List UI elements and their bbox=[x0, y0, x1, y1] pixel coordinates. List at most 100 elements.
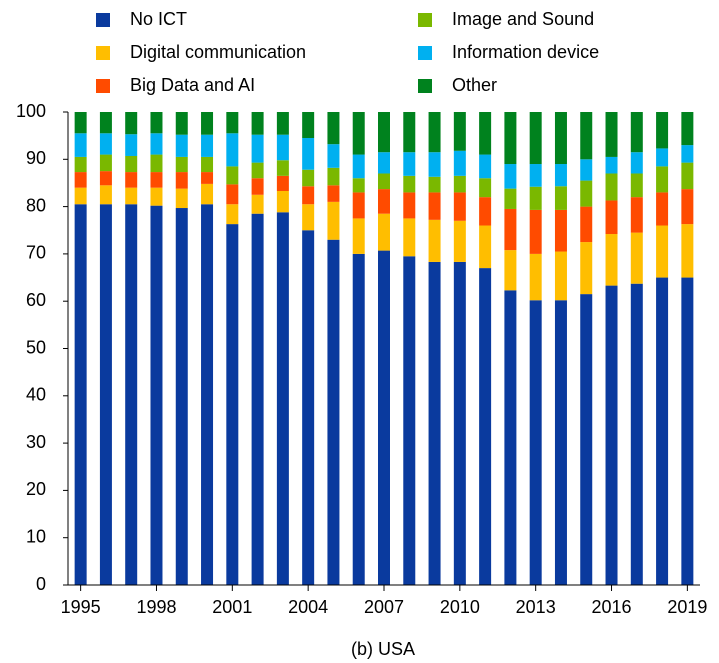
bar-segment bbox=[251, 194, 264, 214]
bar-segment bbox=[554, 300, 567, 585]
bar-segment bbox=[529, 300, 542, 585]
bar-segment bbox=[681, 112, 694, 146]
bar-segment bbox=[378, 152, 390, 174]
legend-label: Other bbox=[452, 75, 497, 95]
bar-segment bbox=[681, 277, 694, 585]
bar-segment bbox=[529, 253, 542, 301]
bar-segment bbox=[504, 208, 517, 251]
bar-segment bbox=[554, 186, 567, 210]
y-tick-label: 40 bbox=[26, 385, 46, 405]
bar-segment bbox=[529, 164, 542, 187]
bar-segment bbox=[201, 134, 214, 157]
bar-segment bbox=[378, 173, 390, 190]
bar-segment bbox=[302, 138, 315, 170]
bar-segment bbox=[201, 183, 214, 205]
bar-segment bbox=[74, 156, 87, 173]
bar-segment bbox=[226, 204, 239, 225]
bar-segment bbox=[352, 218, 365, 254]
chart-title: (b) USA bbox=[351, 639, 415, 659]
x-tick-label: 1998 bbox=[136, 597, 176, 617]
bar-segment bbox=[99, 112, 112, 134]
bar-segment bbox=[453, 150, 466, 176]
bar-segment bbox=[378, 112, 390, 153]
legend-swatch bbox=[96, 13, 110, 27]
bar-segment bbox=[125, 134, 138, 156]
bar-segment bbox=[175, 188, 188, 209]
bar-segment bbox=[99, 154, 112, 172]
bar-segment bbox=[125, 204, 138, 586]
bar-segment bbox=[479, 112, 492, 155]
bar-segment bbox=[479, 197, 492, 226]
bar-segment bbox=[580, 180, 593, 207]
bar-segment bbox=[605, 173, 618, 201]
bar-segment bbox=[175, 172, 188, 189]
bar-segment bbox=[656, 166, 669, 193]
bar-segment bbox=[605, 234, 618, 286]
bar-segment bbox=[605, 200, 618, 235]
bar-segment bbox=[554, 164, 567, 187]
bar-segment bbox=[403, 152, 416, 176]
y-tick-label: 0 bbox=[36, 574, 46, 594]
bar-segment bbox=[276, 160, 289, 176]
legend-label: Information device bbox=[452, 42, 599, 62]
bar-segment bbox=[201, 204, 214, 586]
bar-segment bbox=[453, 112, 466, 151]
bar-segment bbox=[656, 277, 669, 585]
bar-segment bbox=[630, 152, 643, 174]
bar-segment bbox=[150, 133, 163, 155]
bar-segment bbox=[125, 155, 138, 173]
bar-segment bbox=[630, 197, 643, 233]
bar-segment bbox=[175, 208, 188, 586]
bar-segment bbox=[504, 112, 517, 165]
bar-segment bbox=[302, 230, 315, 585]
bar-segment bbox=[529, 186, 542, 210]
bar-segment bbox=[74, 172, 87, 188]
bar-segment bbox=[226, 224, 239, 585]
bar-segment bbox=[150, 154, 163, 173]
bar-segment bbox=[656, 192, 669, 226]
bar-segment bbox=[99, 171, 112, 186]
bar-segment bbox=[352, 178, 365, 193]
y-tick-label: 80 bbox=[26, 195, 46, 215]
bar-segment bbox=[580, 294, 593, 585]
legend-swatch bbox=[96, 79, 110, 93]
y-tick-label: 30 bbox=[26, 432, 46, 452]
bar-segment bbox=[251, 178, 264, 195]
bar-segment bbox=[605, 285, 618, 585]
legend-label: Digital communication bbox=[130, 42, 306, 62]
bar-segment bbox=[656, 112, 669, 149]
bar-segment bbox=[276, 190, 289, 213]
bar-segment bbox=[226, 133, 239, 167]
y-tick-label: 20 bbox=[26, 479, 46, 499]
y-tick-label: 90 bbox=[26, 148, 46, 168]
bar-segment bbox=[302, 186, 315, 205]
bar-segment bbox=[529, 209, 542, 254]
bar-segment bbox=[605, 112, 618, 157]
legend-swatch bbox=[418, 46, 432, 60]
bar-segment bbox=[554, 251, 567, 301]
bar-segment bbox=[403, 256, 416, 585]
bar-segment bbox=[226, 112, 239, 134]
bar-segment bbox=[251, 112, 264, 135]
x-tick-label: 2013 bbox=[516, 597, 556, 617]
bar-segment bbox=[125, 187, 138, 205]
bar-segment bbox=[150, 112, 163, 134]
bar-segment bbox=[656, 148, 669, 167]
bar-segment bbox=[150, 172, 163, 188]
legend-label: Big Data and AI bbox=[130, 75, 255, 95]
bar-segment bbox=[453, 192, 466, 221]
bar-segment bbox=[403, 192, 416, 219]
bar-segment bbox=[327, 239, 340, 585]
bar-segment bbox=[479, 178, 492, 198]
legend-swatch bbox=[96, 46, 110, 60]
bar-segment bbox=[302, 204, 315, 231]
bar-segment bbox=[681, 162, 694, 190]
y-tick-label: 70 bbox=[26, 243, 46, 263]
bar-segment bbox=[378, 213, 390, 251]
bar-segment bbox=[554, 112, 567, 165]
bar-segment bbox=[403, 218, 416, 257]
bar-segment bbox=[428, 219, 441, 262]
bar-segment bbox=[403, 112, 416, 153]
bar-segment bbox=[554, 209, 567, 252]
bar-segment bbox=[302, 112, 315, 139]
